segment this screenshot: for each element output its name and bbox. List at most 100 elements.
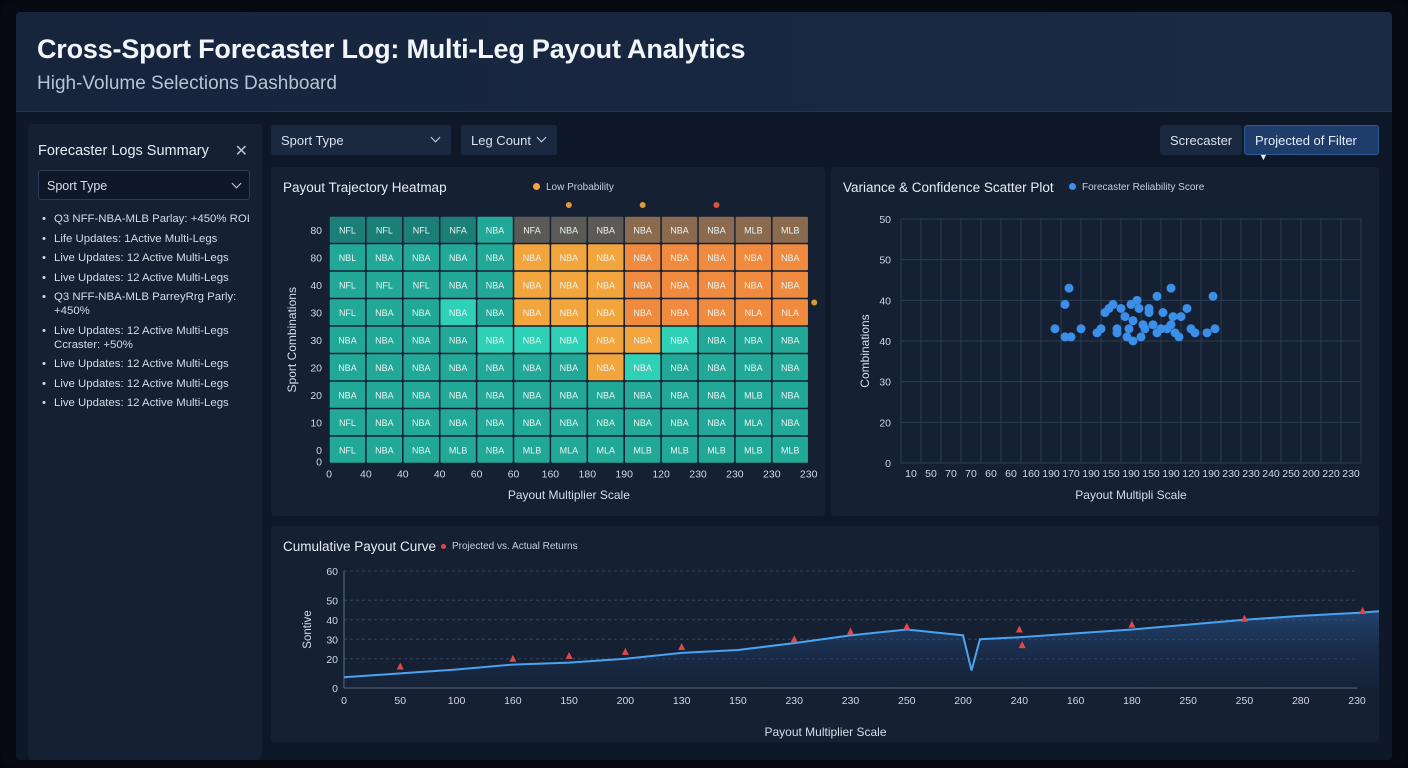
heatmap-x-tick: 40: [360, 469, 372, 481]
heatmap-cell-label: NBA: [560, 335, 579, 345]
heatmap-cell: [735, 299, 772, 326]
projected-filter-button[interactable]: Projected of Filter ▼: [1244, 125, 1379, 162]
heatmap-cell: [772, 409, 808, 436]
curve-x-tick: 200: [617, 695, 635, 707]
heatmap-cell: [772, 354, 808, 381]
heatmap-cell-label: NBA: [449, 390, 468, 400]
heatmap-x-tick: 40: [434, 469, 446, 481]
list-item[interactable]: Live Updates: 12 Active Multi-Legs: [42, 396, 252, 410]
scatter-y-tick: 50: [879, 255, 891, 267]
page-header: Cross-Sport Forecaster Log: Multi-Leg Pa…: [16, 12, 1392, 112]
list-item[interactable]: Live Updates: 12 Active Multi-Legs: [42, 377, 252, 391]
heatmap-cell: [735, 216, 772, 243]
leg-count-dropdown[interactable]: Leg Count: [461, 125, 557, 155]
list-item[interactable]: Q3 NFF-NBA-MLB Parlay: +450% ROI: [42, 212, 252, 226]
heatmap-cell: [588, 409, 624, 436]
heatmap-cell: [661, 354, 698, 381]
heatmap-cell: [588, 216, 624, 243]
heatmap-cell-label: MLA: [596, 445, 615, 455]
curve-marker: [790, 635, 798, 643]
curve-y-tick: 20: [326, 654, 338, 666]
scatter-point: [1210, 324, 1220, 334]
curve-marker: [565, 651, 573, 659]
curve-marker: [396, 662, 404, 670]
heatmap-cell-label: NBA: [375, 308, 394, 318]
scatter-point: [1152, 291, 1162, 301]
heatmap-cell-label: NBA: [633, 280, 652, 290]
heatmap-y-tick: 10: [310, 417, 322, 429]
heatmap-cell-label: NBA: [523, 335, 542, 345]
curve-x-tick: 240: [1011, 695, 1029, 707]
scatter-x-tick: 70: [965, 468, 977, 480]
heatmap-cell-label: NBA: [449, 308, 468, 318]
logs-sidebar: Forecaster Logs Summary ✕ Sport Type Q3 …: [28, 124, 262, 760]
scatter-panel: Variance & Confidence Scatter Plot Forec…: [831, 167, 1379, 516]
heatmap-cell-label: NBA: [707, 308, 726, 318]
scatter-y-tick: 40: [879, 336, 891, 348]
scatter-title: Variance & Confidence Scatter Plot: [843, 180, 1054, 195]
scatter-point: [1132, 295, 1142, 305]
screcaster-button[interactable]: Screcaster: [1160, 125, 1242, 155]
scatter-x-tick: 190: [1162, 468, 1180, 480]
heatmap-title: Payout Trajectory Heatmap: [283, 180, 447, 195]
heatmap-cell-label: NBA: [633, 390, 652, 400]
close-icon[interactable]: ✕: [234, 143, 248, 160]
list-item[interactable]: Q3 NFF-NBA-MLB ParreyRrg Parly: +450%: [42, 290, 252, 318]
scatter-x-tick: 230: [1342, 468, 1360, 480]
heatmap-cell-label: NBA: [375, 363, 394, 373]
curve-marker: [621, 647, 629, 655]
heatmap-cell: [329, 409, 366, 436]
heatmap-cell: [624, 244, 661, 271]
curve-x-tick: 230: [1348, 695, 1366, 707]
heatmap-x-tick: 40: [397, 469, 409, 481]
sport-type-dropdown[interactable]: Sport Type: [271, 125, 451, 155]
list-item[interactable]: Live Updates: 12 Active Multi-Legs: [42, 251, 252, 265]
curve-x-tick: 130: [673, 695, 691, 707]
heatmap-cell-label: NBA: [596, 225, 615, 235]
scatter-point: [1112, 324, 1122, 334]
heatmap-cell-label: NBA: [707, 363, 726, 373]
heatmap-cell: [477, 409, 513, 436]
list-item[interactable]: Life Updates: 1Active Multi-Legs: [42, 232, 252, 246]
scatter-point: [1202, 328, 1212, 338]
heatmap-cell-label: NBA: [670, 225, 689, 235]
heatmap-cell-label: NBA: [560, 308, 579, 318]
legend-dot-icon: [441, 544, 446, 549]
heatmap-cell: [624, 409, 661, 436]
scatter-point: [1144, 303, 1154, 313]
heatmap-cell-label: MLB: [707, 445, 726, 455]
scatter-x-tick: 230: [1242, 468, 1260, 480]
curve-line: [343, 610, 1379, 679]
heatmap-cell: [661, 299, 698, 326]
heatmap-cell: [403, 409, 439, 436]
heatmap-cell-label: NBA: [633, 418, 652, 428]
heatmap-cell-label: NBA: [449, 280, 468, 290]
heatmap-cell-label: NBA: [523, 280, 542, 290]
curve-x-tick: 280: [1292, 695, 1310, 707]
scatter-x-tick: 220: [1322, 468, 1340, 480]
heatmap-cell-label: NBL: [339, 253, 357, 263]
heatmap-x-tick: 180: [579, 469, 597, 481]
list-item[interactable]: Live Updates: 12 Active Multi-Legs: [42, 357, 252, 371]
heatmap-cell-label: NBA: [449, 363, 468, 373]
heatmap-cell: [772, 271, 808, 298]
heatmap-x-tick: 190: [615, 469, 633, 481]
heatmap-x-tick: 230: [800, 469, 818, 481]
heatmap-y-axis-label: Sport Combinations: [285, 287, 299, 392]
sidebar-sport-type-select[interactable]: Sport Type: [38, 170, 250, 200]
heatmap-cell-label: NBA: [560, 390, 579, 400]
sidebar-select-value: Sport Type: [47, 179, 108, 193]
heatmap-cell-label: NBA: [412, 308, 431, 318]
heatmap-cell: [366, 409, 403, 436]
heatmap-y-tick: 80: [310, 225, 322, 237]
heatmap-cell: [440, 381, 476, 408]
heatmap-cell: [588, 381, 624, 408]
list-item[interactable]: Live Updates: 12 Active Multi-Legs Ccras…: [42, 324, 252, 352]
heatmap-cell: [588, 354, 624, 381]
scatter-point: [1190, 328, 1200, 338]
curve-marker: [1015, 625, 1023, 633]
scatter-point: [1124, 324, 1134, 334]
scatter-point: [1116, 303, 1126, 313]
heatmap-cell: [403, 354, 439, 381]
list-item[interactable]: Live Updates: 12 Active Multi-Legs: [42, 271, 252, 285]
